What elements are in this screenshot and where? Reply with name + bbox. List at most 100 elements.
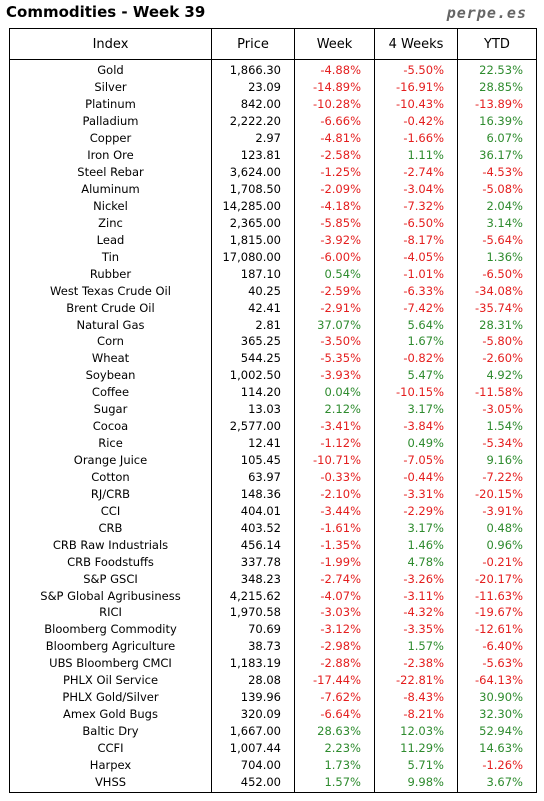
week-change-cell: -4.88% bbox=[294, 59, 375, 79]
table-row: Amex Gold Bugs 320.09 -6.64% -8.21% 32.30% bbox=[9, 705, 537, 723]
week-change-cell: -1.61% bbox=[294, 519, 375, 537]
four-week-change-cell: -7.05% bbox=[374, 451, 458, 469]
table-row: Orange Juice 105.45 -10.71% -7.05% 9.16% bbox=[9, 451, 537, 469]
table-row: RICI 1,970.58 -3.03% -4.32% -19.67% bbox=[9, 604, 537, 621]
index-cell: CCFI bbox=[9, 739, 212, 757]
index-cell: Cocoa bbox=[9, 417, 212, 435]
column-header-week: Week bbox=[294, 28, 375, 60]
four-week-change-cell: -8.21% bbox=[374, 705, 458, 723]
index-cell: Aluminum bbox=[9, 180, 212, 198]
index-cell: S&P Global Agribusiness bbox=[9, 587, 212, 604]
ytd-change-cell: -3.05% bbox=[457, 400, 537, 418]
week-change-cell: -10.28% bbox=[294, 95, 375, 113]
price-cell: 452.00 bbox=[211, 773, 295, 794]
four-week-change-cell: -0.82% bbox=[374, 349, 458, 367]
table-row: Baltic Dry 1,667.00 28.63% 12.03% 52.94% bbox=[9, 722, 537, 740]
week-change-cell: -3.41% bbox=[294, 417, 375, 435]
index-cell: VHSS bbox=[9, 773, 212, 794]
index-cell: CRB Foodstuffs bbox=[9, 553, 212, 571]
price-cell: 14,285.00 bbox=[211, 197, 295, 215]
index-cell: Rice bbox=[9, 434, 212, 452]
ytd-change-cell: 36.17% bbox=[457, 146, 537, 164]
four-week-change-cell: 12.03% bbox=[374, 722, 458, 740]
price-cell: 1,708.50 bbox=[211, 180, 295, 198]
price-cell: 2,222.20 bbox=[211, 112, 295, 130]
table-row: Iron Ore 123.81 -2.58% 1.11% 36.17% bbox=[9, 146, 537, 164]
week-change-cell: -14.89% bbox=[294, 78, 375, 96]
table-row: Soybean 1,002.50 -3.93% 5.47% 4.92% bbox=[9, 366, 537, 384]
index-cell: Bloomberg Commodity bbox=[9, 620, 212, 638]
ytd-change-cell: 1.36% bbox=[457, 248, 537, 266]
price-cell: 1,183.19 bbox=[211, 654, 295, 672]
table-row: VHSS 452.00 1.57% 9.98% 3.67% bbox=[9, 773, 537, 794]
week-change-cell: -2.09% bbox=[294, 180, 375, 198]
week-change-cell: -6.00% bbox=[294, 248, 375, 266]
ytd-change-cell: -20.15% bbox=[457, 485, 537, 503]
price-cell: 17,080.00 bbox=[211, 248, 295, 266]
ytd-change-cell: -4.53% bbox=[457, 163, 537, 181]
ytd-change-cell: -11.58% bbox=[457, 383, 537, 401]
four-week-change-cell: 9.98% bbox=[374, 773, 458, 794]
four-week-change-cell: -4.05% bbox=[374, 248, 458, 266]
index-cell: Tin bbox=[9, 248, 212, 266]
table-row: Bloomberg Agriculture 38.73 -2.98% 1.57% -6.… bbox=[9, 637, 537, 655]
index-cell: Amex Gold Bugs bbox=[9, 705, 212, 723]
week-change-cell: -5.35% bbox=[294, 349, 375, 367]
index-cell: West Texas Crude Oil bbox=[9, 282, 212, 300]
table-row: CRB Foodstuffs 337.78 -1.99% 4.78% -0.21% bbox=[9, 553, 537, 571]
table-row: Nickel 14,285.00 -4.18% -7.32% 2.04% bbox=[9, 197, 537, 215]
four-week-change-cell: -10.15% bbox=[374, 383, 458, 401]
index-cell: Palladium bbox=[9, 112, 212, 130]
table-row: Coffee 114.20 0.04% -10.15% -11.58% bbox=[9, 383, 537, 401]
four-week-change-cell: -2.38% bbox=[374, 654, 458, 672]
column-header-index: Index bbox=[9, 28, 212, 60]
ytd-change-cell: -5.34% bbox=[457, 434, 537, 452]
four-week-change-cell: -10.43% bbox=[374, 95, 458, 113]
table-row: Copper 2.97 -4.81% -1.66% 6.07% bbox=[9, 129, 537, 147]
week-change-cell: -1.99% bbox=[294, 553, 375, 571]
ytd-change-cell: -13.89% bbox=[457, 95, 537, 113]
index-cell: Soybean bbox=[9, 366, 212, 384]
index-cell: Natural Gas bbox=[9, 316, 212, 333]
price-cell: 40.25 bbox=[211, 282, 295, 300]
price-cell: 28.08 bbox=[211, 671, 295, 689]
table-row: Cotton 63.97 -0.33% -0.44% -7.22% bbox=[9, 468, 537, 486]
ytd-change-cell: 22.53% bbox=[457, 59, 537, 79]
index-cell: PHLX Gold/Silver bbox=[9, 688, 212, 706]
week-change-cell: -2.91% bbox=[294, 299, 375, 317]
four-week-change-cell: -1.01% bbox=[374, 265, 458, 283]
four-week-change-cell: -0.44% bbox=[374, 468, 458, 486]
table-row: CRB Raw Industrials 456.14 -1.35% 1.46% 0.96… bbox=[9, 536, 537, 554]
table-row: Aluminum 1,708.50 -2.09% -3.04% -5.08% bbox=[9, 180, 537, 198]
index-cell: CRB bbox=[9, 519, 212, 537]
week-change-cell: 28.63% bbox=[294, 722, 375, 740]
price-cell: 1,866.30 bbox=[211, 59, 295, 79]
price-cell: 13.03 bbox=[211, 400, 295, 418]
index-cell: Steel Rebar bbox=[9, 163, 212, 181]
week-change-cell: -2.98% bbox=[294, 637, 375, 655]
table-row: Tin 17,080.00 -6.00% -4.05% 1.36% bbox=[9, 248, 537, 266]
index-cell: UBS Bloomberg CMCI bbox=[9, 654, 212, 672]
week-change-cell: -7.62% bbox=[294, 688, 375, 706]
ytd-change-cell: -11.63% bbox=[457, 587, 537, 604]
price-cell: 187.10 bbox=[211, 265, 295, 283]
table-row: CCI 404.01 -3.44% -2.29% -3.91% bbox=[9, 502, 537, 520]
price-cell: 2,365.00 bbox=[211, 214, 295, 232]
four-week-change-cell: 1.57% bbox=[374, 637, 458, 655]
week-change-cell: -1.25% bbox=[294, 163, 375, 181]
price-cell: 3,624.00 bbox=[211, 163, 295, 181]
ytd-change-cell: 0.48% bbox=[457, 519, 537, 537]
index-cell: Brent Crude Oil bbox=[9, 299, 212, 317]
four-week-change-cell: 1.67% bbox=[374, 333, 458, 350]
page-title: Commodities - Week 39 bbox=[6, 3, 206, 21]
price-cell: 38.73 bbox=[211, 637, 295, 655]
index-cell: RJ/CRB bbox=[9, 485, 212, 503]
price-cell: 365.25 bbox=[211, 333, 295, 350]
table-row: UBS Bloomberg CMCI 1,183.19 -2.88% -2.38% -5… bbox=[9, 654, 537, 672]
four-week-change-cell: -2.74% bbox=[374, 163, 458, 181]
price-cell: 23.09 bbox=[211, 78, 295, 96]
table-row: S&P Global Agribusiness 4,215.62 -4.07% -3.… bbox=[9, 587, 537, 604]
price-cell: 704.00 bbox=[211, 756, 295, 774]
ytd-change-cell: 1.54% bbox=[457, 417, 537, 435]
table-body: Gold 1,866.30 -4.88% -5.50% 22.53% Silver 23.0… bbox=[9, 59, 537, 794]
